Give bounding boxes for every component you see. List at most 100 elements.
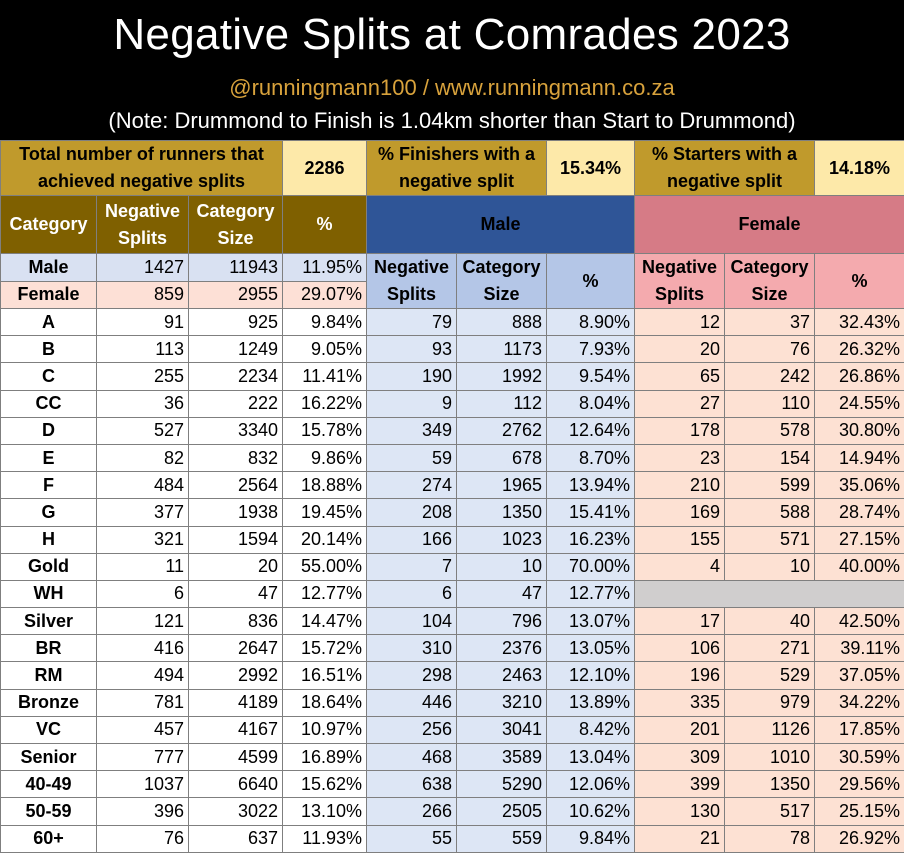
distance-note: (Note: Drummond to Finish is 1.04km shor… — [0, 108, 904, 134]
category-cell: C — [1, 363, 97, 390]
finishers-pct-label: % Finishers with a negative split — [367, 141, 547, 196]
female-header: Female — [635, 196, 904, 254]
overall-cell: 47 — [189, 580, 283, 607]
female-cell: 155 — [635, 526, 725, 553]
female-cell: 1126 — [725, 716, 815, 743]
overall-cell: 416 — [97, 635, 189, 662]
female-cell: 29.56% — [815, 771, 904, 798]
female-neg-splits-header: Negative Splits — [635, 254, 725, 309]
female-cell: 26.86% — [815, 363, 904, 390]
overall-cell: 484 — [97, 472, 189, 499]
male-cell: 13.89% — [547, 689, 635, 716]
author-handle: @runningmann100 / www.runningmann.co.za — [0, 75, 904, 101]
category-cell: G — [1, 499, 97, 526]
gender-label: Female — [1, 281, 97, 309]
male-cell: 1350 — [457, 499, 547, 526]
overall-cell: 121 — [97, 608, 189, 635]
male-cell: 2463 — [457, 662, 547, 689]
male-cell: 47 — [457, 580, 547, 607]
overall-cell: 836 — [189, 608, 283, 635]
male-cell: 104 — [367, 608, 457, 635]
overall-cell: 527 — [97, 417, 189, 444]
male-cell: 7 — [367, 553, 457, 580]
gender-neg: 859 — [97, 281, 189, 309]
female-cell: 39.11% — [815, 635, 904, 662]
starters-pct-value: 14.18% — [815, 141, 904, 196]
category-header: Category — [1, 196, 97, 254]
male-cell: 190 — [367, 363, 457, 390]
category-cell: Bronze — [1, 689, 97, 716]
gender-size: 2955 — [189, 281, 283, 309]
male-cell: 9 — [367, 390, 457, 417]
female-cell: 517 — [725, 798, 815, 825]
female-cell: 34.22% — [815, 689, 904, 716]
male-cell: 796 — [457, 608, 547, 635]
overall-cell: 15.78% — [283, 417, 367, 444]
male-cell: 298 — [367, 662, 457, 689]
female-cell: 571 — [725, 526, 815, 553]
male-cell: 12.77% — [547, 580, 635, 607]
male-cell: 13.05% — [547, 635, 635, 662]
overall-cell: 457 — [97, 716, 189, 743]
male-category-size-header: Category Size — [457, 254, 547, 309]
overall-cell: 1037 — [97, 771, 189, 798]
male-cell: 678 — [457, 444, 547, 471]
male-cell: 7.93% — [547, 336, 635, 363]
male-cell: 8.04% — [547, 390, 635, 417]
category-cell: D — [1, 417, 97, 444]
female-cell: 1350 — [725, 771, 815, 798]
female-cell: 399 — [635, 771, 725, 798]
female-cell: 28.74% — [815, 499, 904, 526]
female-cell: 242 — [725, 363, 815, 390]
male-cell: 3041 — [457, 716, 547, 743]
female-cell: 201 — [635, 716, 725, 743]
female-cell: 1010 — [725, 744, 815, 771]
female-cell: 10 — [725, 553, 815, 580]
female-cell: 78 — [725, 825, 815, 852]
male-cell: 9.84% — [547, 825, 635, 852]
overall-cell: 16.22% — [283, 390, 367, 417]
category-cell: E — [1, 444, 97, 471]
male-cell: 59 — [367, 444, 457, 471]
female-cell: 65 — [635, 363, 725, 390]
female-cell: 21 — [635, 825, 725, 852]
male-cell: 3589 — [457, 744, 547, 771]
gender-row-male: Male 1427 11943 11.95% Negative Splits C… — [1, 254, 904, 282]
overall-cell: 494 — [97, 662, 189, 689]
female-cell: 32.43% — [815, 309, 904, 336]
male-cell: 2376 — [457, 635, 547, 662]
female-cell: 14.94% — [815, 444, 904, 471]
overall-cell: 396 — [97, 798, 189, 825]
male-cell: 13.07% — [547, 608, 635, 635]
male-cell: 2762 — [457, 417, 547, 444]
male-cell: 12.64% — [547, 417, 635, 444]
overall-cell: 222 — [189, 390, 283, 417]
male-cell: 8.90% — [547, 309, 635, 336]
male-cell: 112 — [457, 390, 547, 417]
category-cell: A — [1, 309, 97, 336]
female-cell: 271 — [725, 635, 815, 662]
negative-splits-table: Total number of runners that achieved ne… — [0, 140, 904, 853]
overall-cell: 11.93% — [283, 825, 367, 852]
male-header: Male — [367, 196, 635, 254]
female-cell: 578 — [725, 417, 815, 444]
female-cell: 130 — [635, 798, 725, 825]
female-cell: 309 — [635, 744, 725, 771]
male-cell: 93 — [367, 336, 457, 363]
male-cell: 13.94% — [547, 472, 635, 499]
overall-cell: 4189 — [189, 689, 283, 716]
total-runners-label: Total number of runners that achieved ne… — [1, 141, 283, 196]
category-cell: RM — [1, 662, 97, 689]
